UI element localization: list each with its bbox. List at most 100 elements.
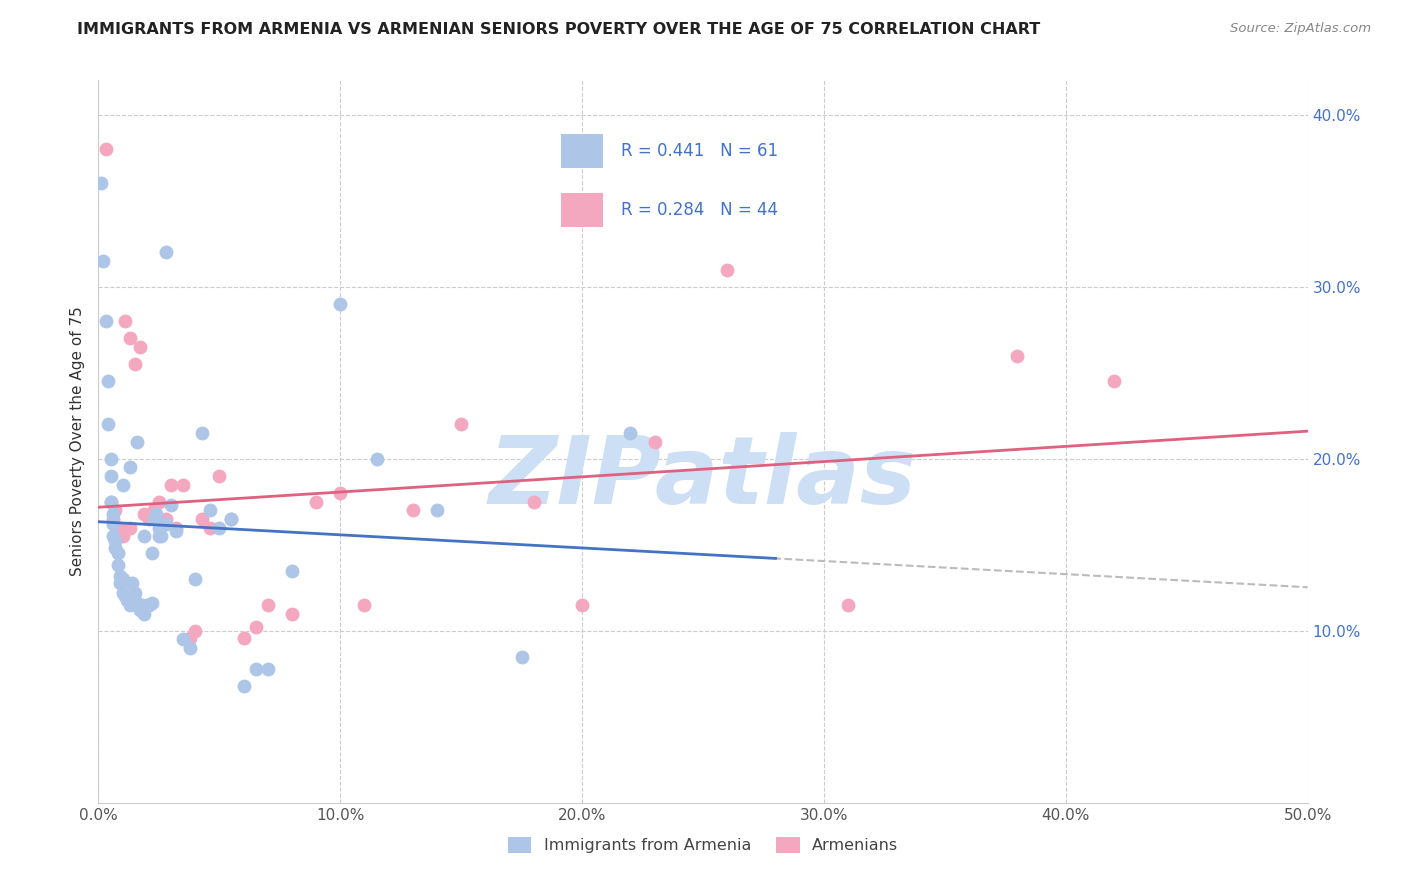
Point (94, 142, 117, 156)
Point (111, 529, 134, 543)
Point (155, 517, 177, 532)
Point (100, 494, 122, 508)
Point (155, 512, 177, 526)
Point (138, 512, 160, 526)
Text: Source: ZipAtlas.com: Source: ZipAtlas.com (1230, 22, 1371, 36)
Point (148, 494, 170, 508)
Point (1102, 375, 1125, 389)
Point (184, 572, 207, 586)
Point (450, 417, 472, 432)
Point (121, 575, 143, 590)
Point (179, 640, 201, 655)
Point (104, 529, 127, 543)
Point (127, 434, 149, 449)
Point (256, 662, 278, 676)
Point (165, 524, 187, 538)
Point (143, 503, 166, 517)
Point (148, 520, 170, 534)
Point (124, 357, 146, 371)
Point (104, 534, 127, 549)
Point (221, 512, 243, 526)
Point (91, 253, 114, 268)
Point (221, 512, 243, 526)
Point (134, 607, 156, 621)
Point (100, 451, 122, 466)
Point (426, 503, 449, 517)
Point (150, 529, 173, 543)
Point (198, 503, 221, 517)
Point (245, 662, 267, 676)
Point (111, 477, 134, 491)
Point (184, 624, 207, 638)
Point (94, 314, 117, 328)
Point (281, 564, 304, 578)
Point (135, 598, 157, 612)
Point (138, 598, 160, 612)
Point (124, 586, 146, 600)
Point (141, 546, 163, 560)
Text: ZIPatlas: ZIPatlas (489, 432, 917, 524)
Point (141, 596, 163, 610)
Point (191, 425, 214, 440)
Point (104, 541, 127, 556)
Point (160, 477, 183, 491)
Point (366, 451, 388, 466)
Point (108, 575, 131, 590)
Point (256, 598, 278, 612)
Point (1007, 349, 1029, 363)
Point (208, 469, 231, 483)
Point (97, 417, 120, 432)
Point (108, 520, 131, 534)
Point (111, 586, 134, 600)
Point (101, 507, 124, 521)
Text: IMMIGRANTS FROM ARMENIA VS ARMENIAN SENIORS POVERTY OVER THE AGE OF 75 CORRELATI: IMMIGRANTS FROM ARMENIA VS ARMENIAN SENI… (77, 22, 1040, 37)
Point (402, 503, 425, 517)
Point (160, 498, 183, 512)
Point (172, 477, 194, 491)
Point (107, 546, 129, 560)
Point (114, 314, 136, 328)
Point (155, 245, 177, 260)
Point (107, 558, 129, 573)
Point (131, 598, 153, 612)
Point (619, 425, 641, 440)
Point (353, 598, 375, 612)
Point (143, 512, 166, 526)
Point (571, 598, 593, 612)
Point (128, 340, 150, 354)
Point (232, 679, 254, 693)
Point (145, 507, 167, 521)
Point (281, 607, 304, 621)
Point (97, 375, 120, 389)
Point (134, 507, 156, 521)
Point (172, 632, 194, 647)
Point (101, 512, 124, 526)
Point (118, 331, 141, 345)
Point (208, 520, 231, 534)
Point (118, 460, 141, 475)
Point (191, 512, 214, 526)
Point (101, 529, 124, 543)
Point (232, 631, 254, 645)
Point (523, 494, 546, 508)
Point (134, 529, 156, 543)
Point (245, 620, 267, 634)
Point (179, 631, 201, 645)
Point (510, 649, 533, 664)
Y-axis label: Seniors Poverty Over the Age of 75: Seniors Poverty Over the Age of 75 (70, 307, 86, 576)
Point (111, 572, 134, 586)
Point (118, 598, 141, 612)
Point (100, 469, 122, 483)
Point (107, 529, 129, 543)
Point (118, 520, 141, 534)
Point (117, 592, 139, 607)
Point (114, 590, 136, 604)
Point (837, 598, 859, 612)
Point (101, 517, 124, 532)
Point (104, 503, 127, 517)
Point (329, 297, 352, 311)
Point (108, 568, 131, 582)
Point (198, 520, 221, 534)
Point (644, 434, 666, 449)
Point (100, 494, 122, 508)
